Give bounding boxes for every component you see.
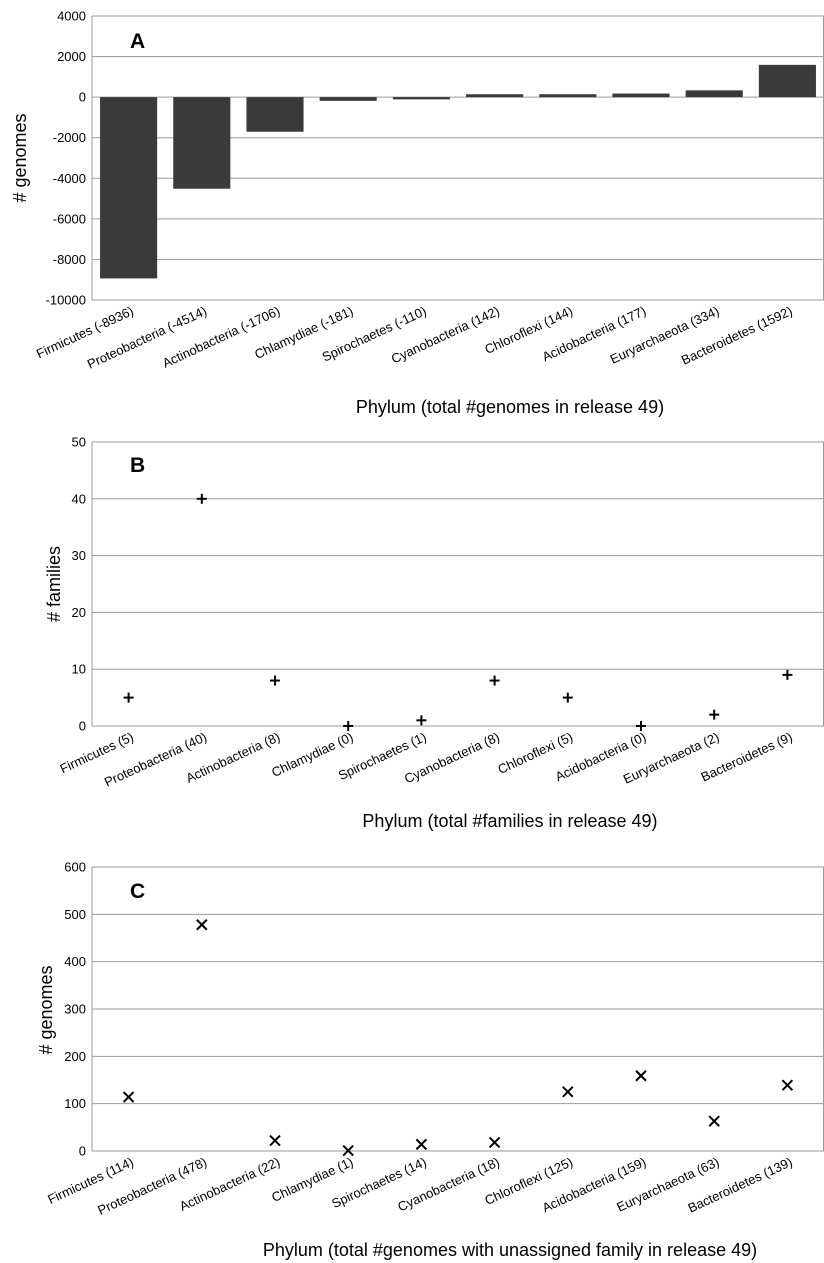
bar [758, 64, 816, 98]
x-marker-b [562, 1086, 574, 1098]
data-point [781, 1079, 794, 1091]
data-point [196, 493, 207, 504]
bar [685, 90, 743, 98]
y-tick-label: -10000 [46, 293, 86, 308]
x-marker-b [635, 1070, 647, 1082]
y-tick-label: 600 [64, 860, 86, 875]
data-point [342, 1144, 354, 1157]
y-tick-label: 0 [79, 90, 86, 105]
x-tick-label: Proteobacteria (-4514) [85, 303, 209, 372]
y-tick-label: 10 [72, 662, 86, 677]
x-axis-title: Phylum (total #genomes in release 49) [356, 397, 664, 417]
y-tick-label: -8000 [53, 252, 86, 267]
y-tick-label: 500 [64, 907, 86, 922]
data-point [488, 1136, 501, 1149]
data-point [709, 709, 720, 720]
y-tick-label: -2000 [53, 130, 86, 145]
data-point [782, 669, 793, 680]
y-axis-title: # genomes [36, 965, 56, 1054]
x-axis-title: Phylum (total #genomes with unassigned f… [263, 1240, 757, 1260]
x-marker-b [342, 1144, 354, 1157]
x-tick-label: Actinobacteria (-1706) [160, 303, 282, 371]
y-axis-title: # families [44, 546, 64, 622]
data-point [122, 1091, 135, 1103]
bar [466, 94, 524, 98]
y-tick-label: 30 [72, 548, 86, 563]
data-point [562, 692, 573, 703]
y-tick-label: 50 [72, 435, 86, 450]
y-tick-label: 20 [72, 605, 86, 620]
y-tick-label: 0 [79, 719, 86, 734]
data-point [489, 675, 500, 686]
x-marker-b [122, 1091, 135, 1103]
data-point [343, 721, 354, 731]
y-tick-label: 0 [79, 1144, 86, 1159]
x-marker-b [415, 1138, 428, 1151]
bar [246, 97, 304, 132]
y-axis-title: # genomes [10, 113, 30, 202]
bar [539, 94, 597, 98]
y-tick-label: -4000 [53, 171, 86, 186]
data-point [708, 1115, 720, 1127]
data-point [635, 1070, 647, 1082]
panel-label: C [130, 880, 145, 903]
bar [100, 97, 158, 279]
x-marker-b [781, 1079, 794, 1091]
y-tick-label: 4000 [57, 9, 86, 24]
data-point [636, 721, 646, 731]
bar [173, 97, 231, 189]
y-tick-label: -6000 [53, 211, 86, 226]
data-point [562, 1086, 574, 1098]
data-point [415, 1138, 428, 1151]
bar [392, 97, 450, 100]
x-marker-b [708, 1115, 720, 1127]
x-marker-b [196, 919, 208, 931]
data-point [270, 675, 280, 686]
x-marker-b [269, 1134, 281, 1147]
y-tick-label: 300 [64, 1002, 86, 1017]
y-tick-label: 400 [64, 954, 86, 969]
y-tick-label: 100 [64, 1096, 86, 1111]
panel-label: A [130, 30, 145, 53]
bar [319, 97, 377, 101]
x-axis-title: Phylum (total #families in release 49) [362, 811, 657, 831]
y-tick-label: 2000 [57, 49, 86, 64]
x-marker-b [488, 1136, 501, 1149]
y-tick-label: 40 [72, 491, 86, 506]
data-point [269, 1134, 281, 1147]
chart-panel-a: -10000-8000-6000-4000-2000020004000Firmi… [10, 9, 824, 417]
data-point [123, 692, 134, 703]
y-tick-label: 200 [64, 1049, 86, 1064]
panel-label: B [130, 454, 145, 477]
data-point [416, 715, 427, 726]
bar [612, 93, 670, 98]
data-point [196, 919, 208, 931]
